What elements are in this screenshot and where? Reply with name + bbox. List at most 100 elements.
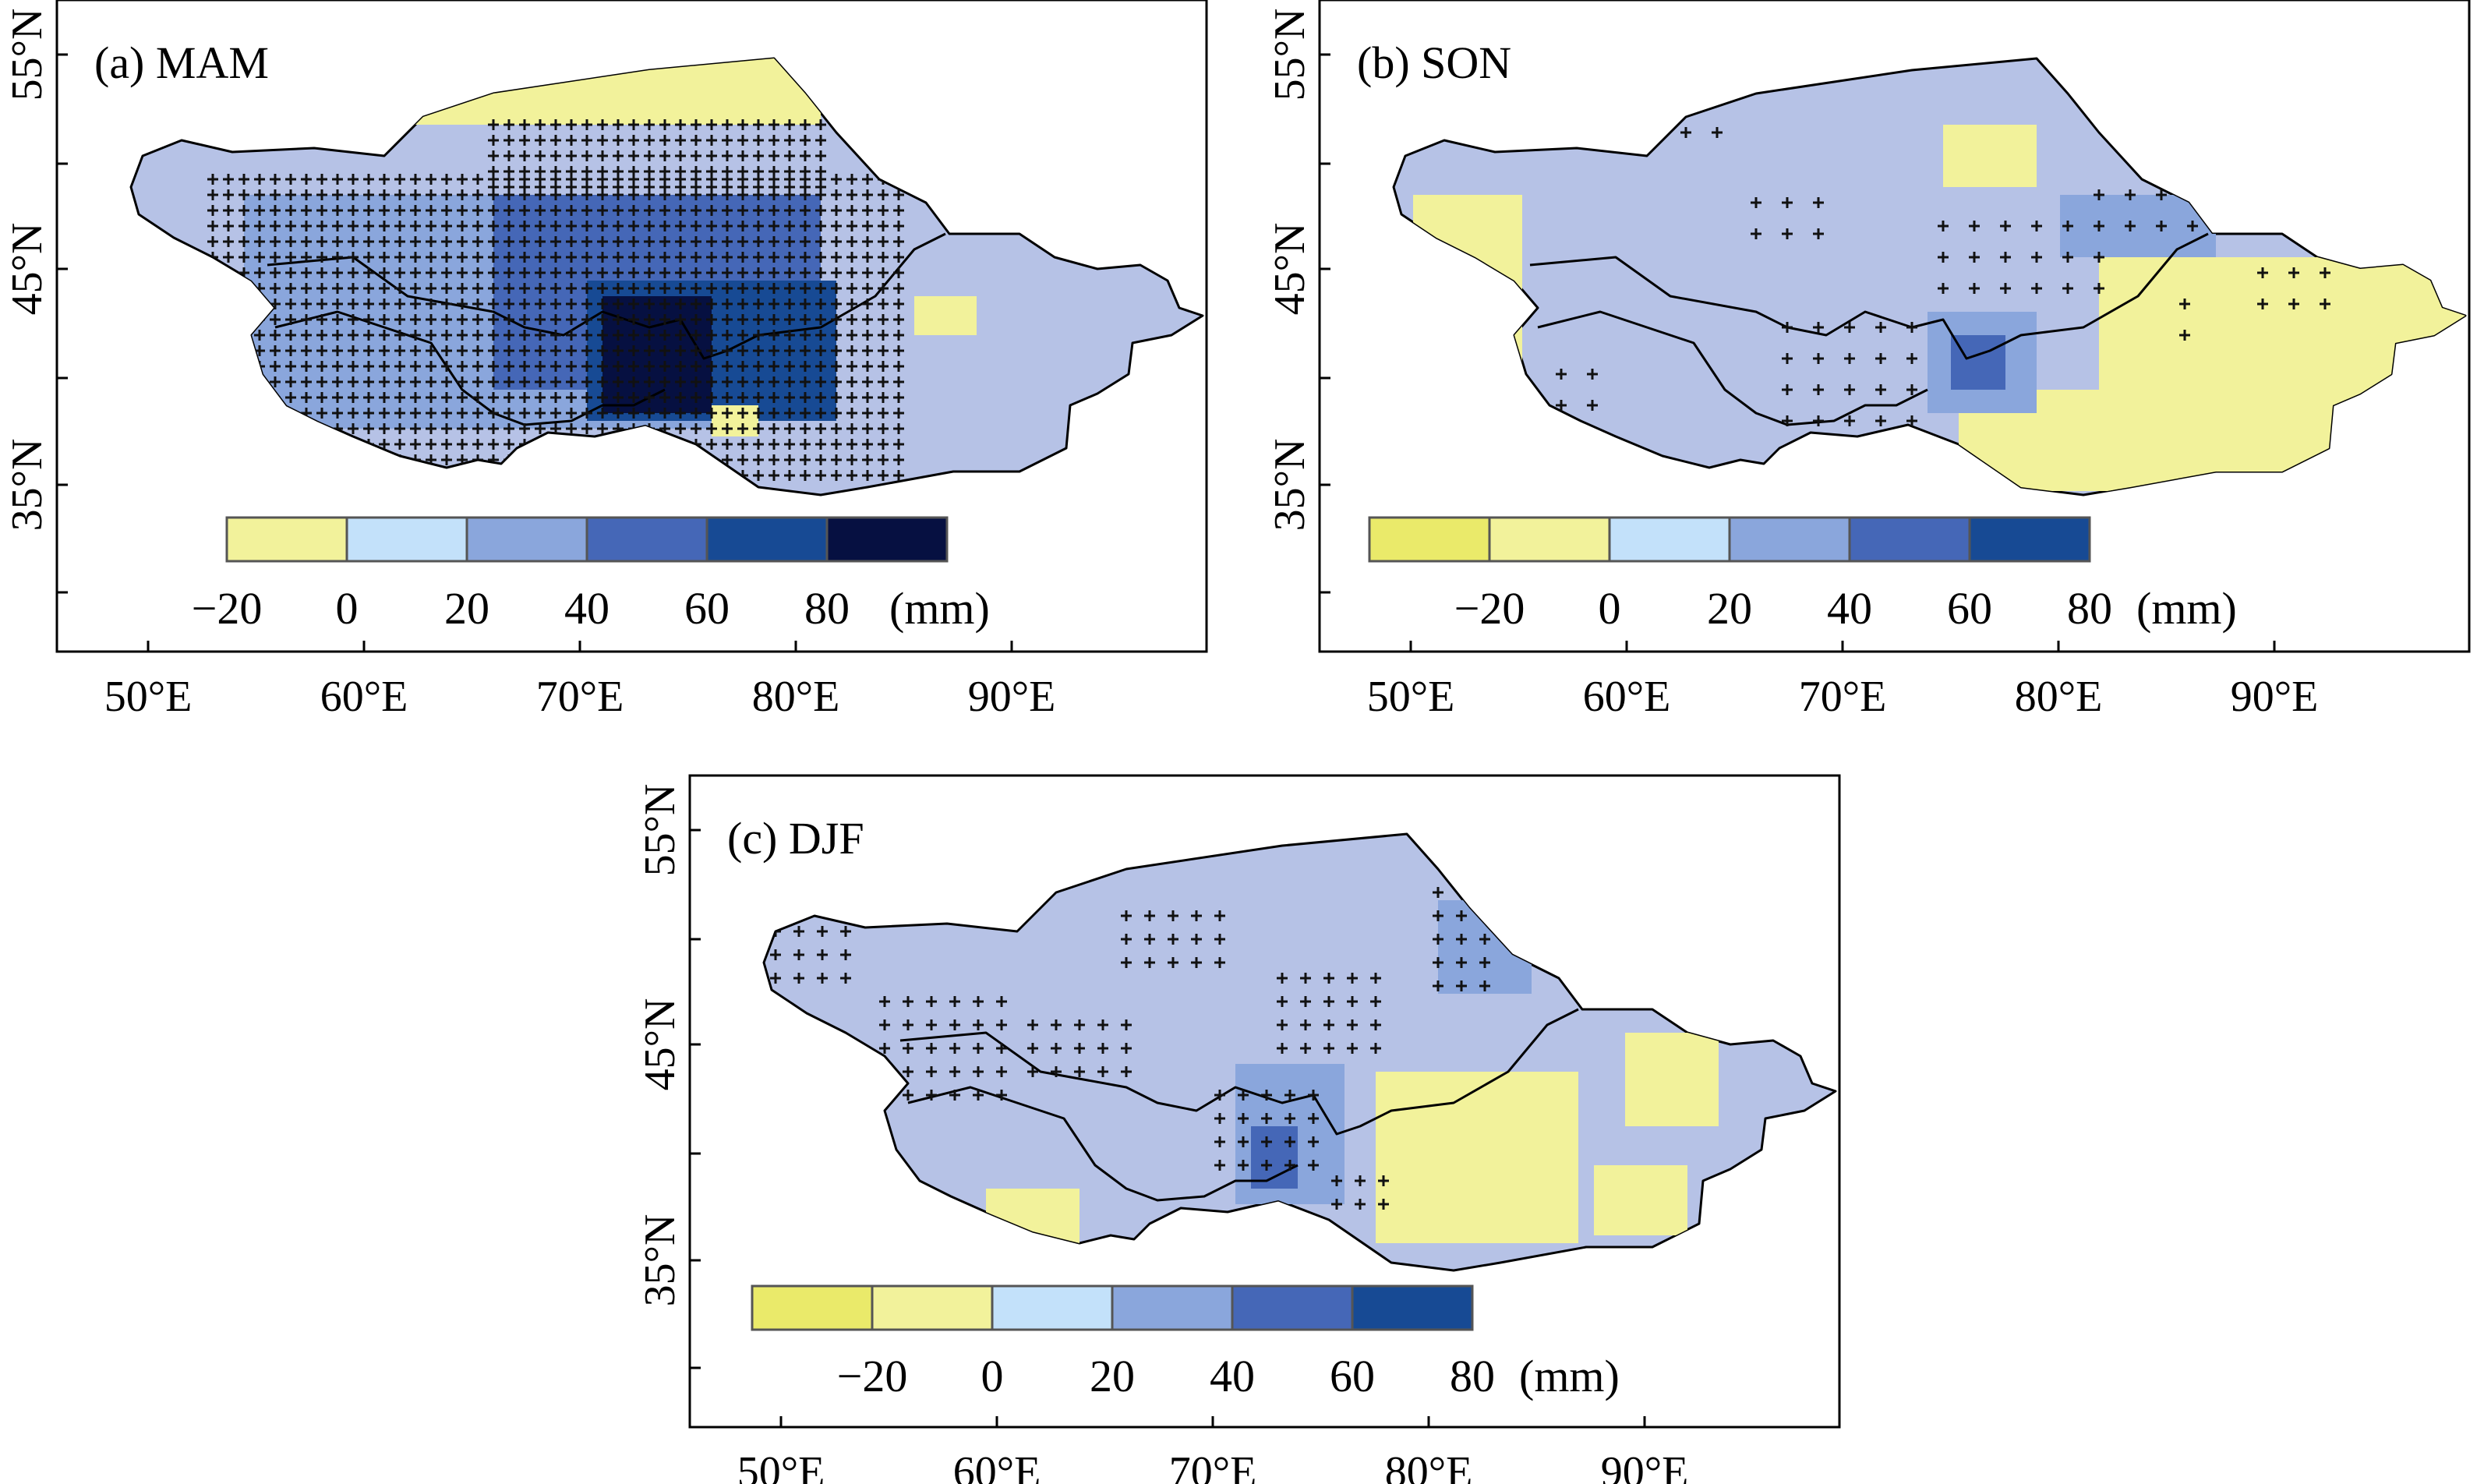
colorbar-tick-label: −20 [1454, 583, 1525, 634]
patch [1251, 1126, 1298, 1189]
colorbar-tick-label: 40 [1210, 1351, 1255, 1401]
lat-tick: 45°N [3, 223, 68, 315]
lat-tick-label: 55°N [636, 784, 684, 877]
colorbar-bin [705, 516, 829, 563]
patch [353, 58, 821, 125]
map-frame [688, 774, 1841, 1429]
panel-a-mam: 50°E 60°E 70°E 80°E 90°E 55°N 45°N 35°N … [3, 0, 1208, 721]
colorbar-bin [1351, 1284, 1474, 1331]
lon-tick: 50°E [1367, 641, 1455, 721]
lon-tick-label: 80°E [752, 673, 840, 721]
lon-tick-label: 60°E [320, 673, 408, 721]
significance-hatching [770, 887, 1490, 1210]
panel-c-djf: 50°E 60°E 70°E 80°E 90°E 55°N 45°N 35°N … [636, 774, 1841, 1484]
lat-tick-label: 55°N [3, 9, 51, 101]
colorbar-tick-label: 40 [564, 583, 610, 634]
country-border [1529, 232, 2209, 360]
colorbar-unit: (mm) [1519, 1351, 1620, 1401]
colorbar-tick-label: 0 [336, 583, 359, 634]
patch [2099, 257, 2465, 491]
lat-tick-label: 35°N [1266, 439, 1314, 532]
colorbar-tick-label: 60 [1947, 583, 1992, 634]
lat-ticks: 55°N 45°N 35°N [3, 9, 68, 594]
colorbar-tick-label: 20 [1090, 1351, 1135, 1401]
colorbar-bin [991, 1284, 1114, 1331]
patch [1625, 1033, 1719, 1126]
colorbar-bin [465, 516, 588, 563]
patch [1413, 195, 1522, 390]
colorbar-bin [1368, 516, 1491, 563]
lon-tick-label: 80°E [2015, 673, 2103, 721]
lon-tick-label: 70°E [536, 673, 624, 721]
patch [914, 296, 977, 335]
lat-tick: 35°N [1266, 439, 1330, 532]
colorbar: −20 0 20 40 60 80 (mm) [192, 516, 990, 634]
colorbar-bin [1848, 516, 1971, 563]
colorbar-bin [1111, 1284, 1234, 1331]
lat-ticks: 55°N 45°N 35°N [636, 784, 701, 1369]
patch [1951, 335, 2005, 390]
colorbar: −20 0 20 40 60 80 (mm) [751, 1284, 1620, 1401]
lon-tick: 70°E [1169, 1416, 1256, 1484]
colorbar: −20 0 20 40 60 80 (mm) [1368, 516, 2237, 634]
lon-tick-label: 60°E [953, 1448, 1041, 1484]
country-border [899, 1008, 1579, 1136]
colorbar-tick-label: 60 [684, 583, 730, 634]
lon-ticks: 50°E 60°E 70°E 80°E 90°E [737, 1416, 1689, 1484]
colorbar-tick-label: 0 [1599, 583, 1621, 634]
colorbar-bin [345, 516, 468, 563]
lon-tick-label: 90°E [2231, 673, 2319, 721]
colorbar-bin [585, 516, 708, 563]
lat-tick: 35°N [3, 439, 68, 532]
patch [712, 405, 758, 436]
patch [1594, 1165, 1687, 1235]
lon-tick: 70°E [536, 641, 624, 721]
lat-tick-label: 35°N [636, 1214, 684, 1307]
lon-tick: 90°E [2231, 641, 2319, 721]
panel-b-son: 50°E 60°E 70°E 80°E 90°E 55°N 45°N 35°N … [1266, 0, 2471, 721]
patch [1943, 125, 2037, 187]
lat-tick: 45°N [1266, 223, 1330, 316]
colorbar-tick-label: 40 [1827, 583, 1872, 634]
lat-tick: 55°N [636, 784, 701, 877]
lon-tick: 80°E [1385, 1416, 1472, 1484]
significance-hatching [1556, 96, 2330, 426]
map-frame [55, 0, 1208, 653]
panel-label: (b) SON [1357, 37, 1511, 88]
colorbar-bin [1608, 516, 1731, 563]
colorbar-bin [751, 1284, 874, 1331]
lon-tick: 70°E [1799, 641, 1887, 721]
lat-tick-label: 55°N [1266, 9, 1314, 101]
patch [1376, 1072, 1578, 1243]
lon-tick: 50°E [737, 1416, 825, 1484]
colorbar-tick-label: 0 [981, 1351, 1004, 1401]
patch [1438, 900, 1532, 994]
lon-tick: 60°E [320, 641, 408, 721]
colorbar-bin [1488, 516, 1611, 563]
lon-tick: 80°E [2015, 641, 2103, 721]
lon-tick: 60°E [1583, 641, 1670, 721]
colorbar-bin [1231, 1284, 1354, 1331]
colorbar-tick-label: −20 [837, 1351, 908, 1401]
colorbar-bin [825, 516, 949, 563]
lat-tick-label: 45°N [636, 998, 684, 1091]
lat-tick: 55°N [1266, 9, 1330, 101]
lon-tick-label: 50°E [104, 673, 193, 721]
lon-ticks: 50°E 60°E 70°E 80°E 90°E [1367, 641, 2319, 721]
lon-tick: 90°E [1601, 1416, 1689, 1484]
colorbar-tick-label: 20 [1707, 583, 1752, 634]
lon-tick-label: 70°E [1799, 673, 1887, 721]
lat-tick-label: 35°N [3, 439, 51, 532]
lon-tick-label: 50°E [1367, 673, 1455, 721]
colorbar-bin [1728, 516, 1851, 563]
lon-tick-label: 50°E [737, 1448, 825, 1484]
lat-tick-label: 45°N [1266, 223, 1314, 316]
country-border [1537, 310, 1928, 426]
lon-tick-label: 90°E [1601, 1448, 1689, 1484]
patch [986, 1189, 1079, 1243]
lat-tick: 35°N [636, 1214, 701, 1307]
colorbar-tick-label: −20 [192, 583, 263, 634]
lon-tick: 50°E [104, 641, 193, 721]
lat-ticks: 55°N 45°N 35°N [1266, 9, 1330, 594]
colorbar-unit: (mm) [2136, 583, 2237, 634]
